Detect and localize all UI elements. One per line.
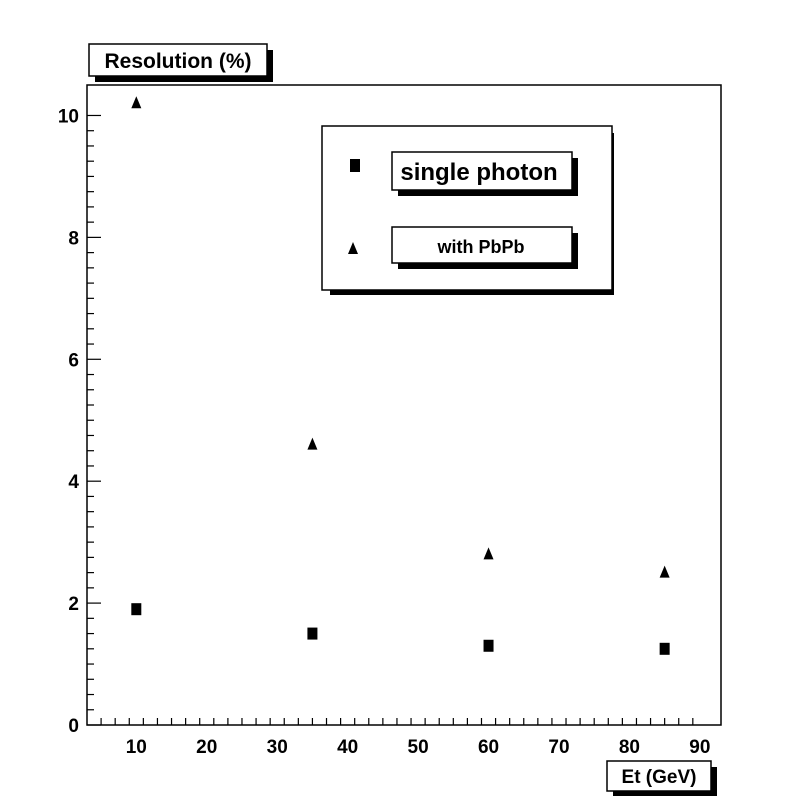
single-photon-point (483, 639, 494, 652)
x-tick-label: 10 (126, 737, 147, 758)
legend-entry-with-pbpb: with PbPb (391, 226, 578, 269)
with-pbpb-point (483, 547, 494, 560)
x-tick-label: 50 (408, 737, 429, 758)
x-tick-label: 60 (478, 737, 499, 758)
y-tick-label: 4 (68, 472, 79, 493)
y-axis: 0 2 4 6 8 10 (58, 106, 101, 737)
x-tick-label: 90 (689, 737, 710, 758)
legend-label-with-pbpb: with PbPb (437, 237, 525, 257)
y-tick-label: 2 (68, 594, 79, 615)
x-axis-title-box: Et (GeV) (606, 760, 717, 797)
x-axis: 10 20 30 40 50 60 70 80 90 (100, 718, 710, 758)
single-photon-point (307, 627, 318, 640)
legend-marker-square (350, 159, 360, 172)
x-tick-label: 70 (548, 737, 569, 758)
with-pbpb-point (131, 96, 142, 109)
legend-marker-triangle (348, 242, 358, 254)
y-axis-title: Resolution (%) (105, 50, 252, 73)
y-tick-label: 10 (58, 106, 79, 127)
y-axis-title-box: Resolution (%) (88, 43, 273, 82)
with-pbpb-point (659, 565, 670, 578)
x-tick-label: 30 (267, 737, 288, 758)
x-axis-title: Et (GeV) (622, 767, 697, 788)
x-tick-label: 20 (196, 737, 217, 758)
y-tick-label: 0 (68, 716, 79, 737)
data-marks (131, 96, 670, 655)
y-tick-label: 6 (68, 350, 79, 371)
with-pbpb-point (307, 437, 318, 450)
legend-label-single-photon: single photon (400, 159, 557, 186)
legend-entry-single-photon: single photon (391, 151, 578, 196)
single-photon-point (131, 603, 142, 616)
x-tick-label: 80 (619, 737, 640, 758)
single-photon-point (659, 642, 670, 655)
x-tick-label: 40 (337, 737, 358, 758)
legend: single photon with PbPb (321, 125, 614, 295)
y-tick-label: 8 (68, 228, 79, 249)
